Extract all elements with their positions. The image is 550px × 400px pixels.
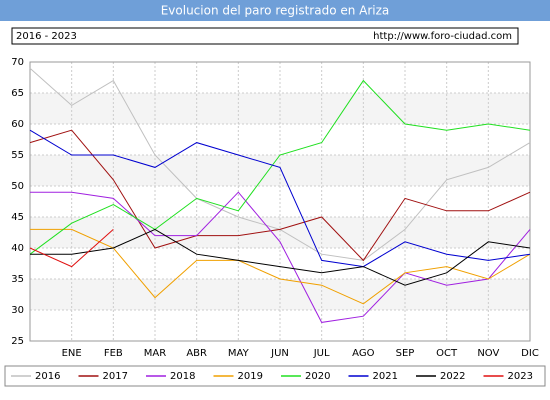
x-tick-label: JUL — [313, 348, 330, 359]
x-tick-label: MAR — [144, 348, 166, 359]
legend-label: 2020 — [305, 371, 330, 382]
y-tick-label: 50 — [11, 181, 24, 192]
chart-title: Evolucion del paro registrado en Ariza — [161, 4, 390, 18]
y-tick-label: 35 — [11, 274, 24, 285]
series-line — [29, 129, 531, 262]
legend-label: 2019 — [238, 371, 263, 382]
legend-label: 2017 — [103, 371, 128, 382]
x-tick-label: MAY — [228, 348, 250, 359]
subtitle-box — [11, 27, 519, 45]
series-line — [30, 191, 531, 323]
y-tick-label: 55 — [11, 150, 24, 161]
x-tick-label: AGO — [352, 348, 374, 359]
y-tick-label: 65 — [11, 88, 24, 99]
legend-label: 2021 — [373, 371, 398, 382]
x-tick-label: SEP — [396, 348, 415, 359]
series-line — [30, 228, 531, 286]
x-tick-label: ABR — [186, 348, 207, 359]
legend-label: 2016 — [35, 371, 60, 382]
y-tick-label: 30 — [11, 305, 24, 316]
x-tick-label: JUN — [270, 348, 289, 359]
legend-label: 2023 — [508, 371, 533, 382]
x-tick-label: ENE — [62, 348, 82, 359]
x-tick-label: DIC — [521, 348, 539, 359]
legend-box — [4, 365, 546, 387]
x-tick-label: NOV — [477, 348, 499, 359]
title-bar — [0, 0, 550, 21]
y-tick-label: 25 — [11, 336, 24, 347]
x-tick-label: FEB — [104, 348, 123, 359]
legend-label: 2022 — [440, 371, 465, 382]
subtitle: 2016 - 2023 — [16, 31, 77, 42]
y-tick-label: 40 — [11, 243, 24, 254]
x-tick-label: OCT — [436, 348, 458, 359]
series-line — [29, 79, 531, 255]
series-line — [29, 229, 114, 268]
y-tick-label: 60 — [11, 119, 24, 130]
y-tick-label: 70 — [11, 57, 24, 68]
y-tick-label: 45 — [11, 212, 24, 223]
source: http://www.foro-ciudad.com — [373, 31, 512, 42]
plot-border — [29, 61, 531, 342]
legend-label: 2018 — [170, 371, 195, 382]
series-line — [29, 129, 531, 268]
